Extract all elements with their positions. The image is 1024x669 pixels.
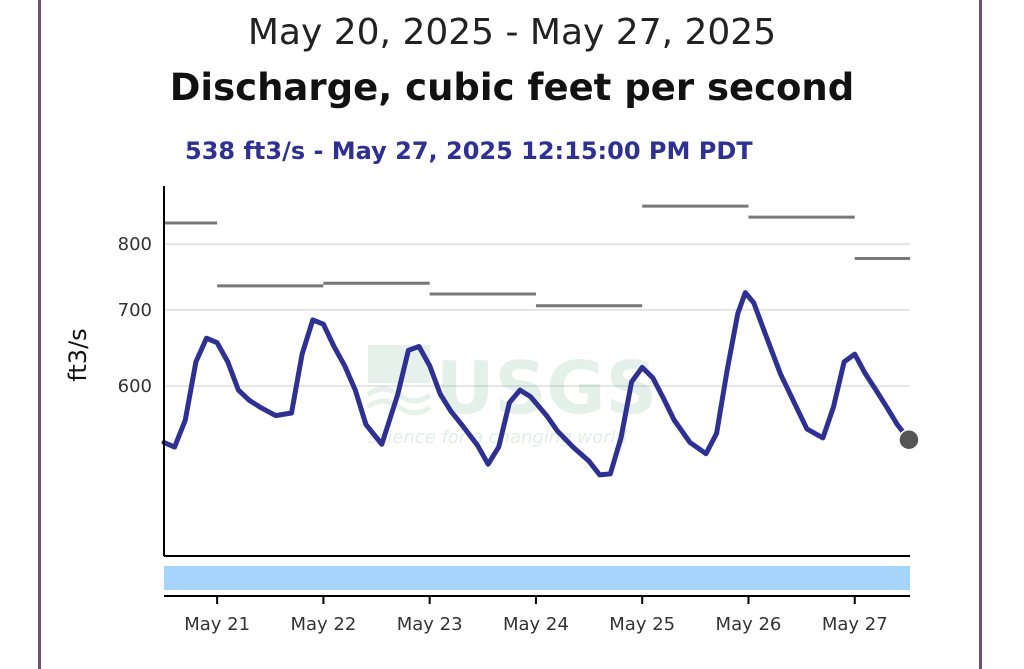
latest-value-marker[interactable] [898, 428, 920, 451]
parameter-title: Discharge, cubic feet per second [169, 66, 855, 109]
axes [163, 186, 910, 597]
x-tick-label: May 21 [184, 614, 250, 635]
approval-status-bar [164, 566, 910, 590]
x-tick-label: May 22 [290, 614, 356, 635]
y-tick-labels: 600 700 800 [118, 234, 152, 397]
y-tick-label: 600 [118, 376, 152, 397]
discharge-series [161, 290, 912, 478]
frame-left-border [38, 0, 41, 669]
x-tick-labels: May 21 May 22 May 23 May 24 May 25 May 26 May … [184, 596, 888, 635]
y-tick-label: 700 [118, 300, 152, 321]
x-tick-label: May 26 [716, 614, 782, 635]
usgs-watermark-tagline: science for a changing world [368, 427, 628, 448]
x-tick-label: May 25 [609, 614, 675, 635]
x-tick-label: May 23 [397, 614, 463, 635]
frame-right-border [979, 0, 982, 669]
x-tick-label: May 27 [822, 614, 888, 635]
x-tick-label: May 24 [503, 614, 569, 635]
y-tick-label: 800 [118, 234, 152, 255]
current-value-readout: 538 ft3/s - May 27, 2025 12:15:00 PM PDT [185, 137, 753, 165]
date-range-title: May 20, 2025 - May 27, 2025 [247, 12, 777, 53]
y-axis-label: ft3/s [64, 328, 92, 381]
daily-median-segments [164, 204, 910, 308]
usgs-watermark: USGS science for a changing world [366, 345, 657, 448]
discharge-line [161, 290, 912, 478]
